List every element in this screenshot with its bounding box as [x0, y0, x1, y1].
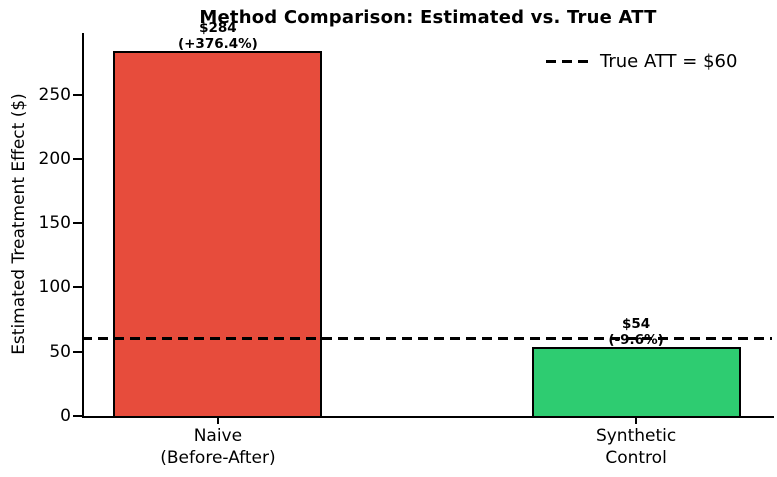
y-tick-label: 50 — [49, 341, 71, 362]
x-tick-label: Naive (Before-After) — [160, 426, 276, 468]
y-tick-mark — [73, 415, 82, 417]
x-tick-mark — [635, 418, 638, 424]
legend: True ATT = $60 — [546, 51, 737, 72]
dashed-line-icon — [546, 60, 588, 63]
reference-line — [82, 337, 772, 341]
x-tick-mark — [216, 418, 219, 424]
y-tick-mark — [73, 93, 82, 96]
y-tick-label: 150 — [38, 213, 71, 234]
y-tick-mark — [73, 222, 82, 225]
y-tick-mark — [73, 286, 82, 289]
y-tick-mark — [73, 157, 82, 160]
bar-annotation: $54 (-9.6%) — [608, 315, 664, 348]
y-tick-mark — [73, 350, 82, 353]
y-tick-label: 100 — [38, 277, 71, 298]
y-tick-label: 250 — [38, 84, 71, 105]
y-tick-label: 200 — [38, 148, 71, 169]
bar-naive — [113, 50, 323, 416]
x-tick-label: Synthetic Control — [595, 426, 677, 468]
bar-annotation: $284 (+376.4%) — [177, 20, 258, 52]
legend-label: True ATT = $60 — [600, 51, 738, 72]
chart-title: Method Comparison: Estimated vs. True AT… — [199, 7, 657, 28]
y-tick-label: 0 — [60, 406, 71, 426]
bar-synthetic — [531, 346, 741, 416]
plot-area: 0 50 100 150 200 250 $284 (+376.4%) $54 (-9.6%)… — [39, 20, 774, 468]
